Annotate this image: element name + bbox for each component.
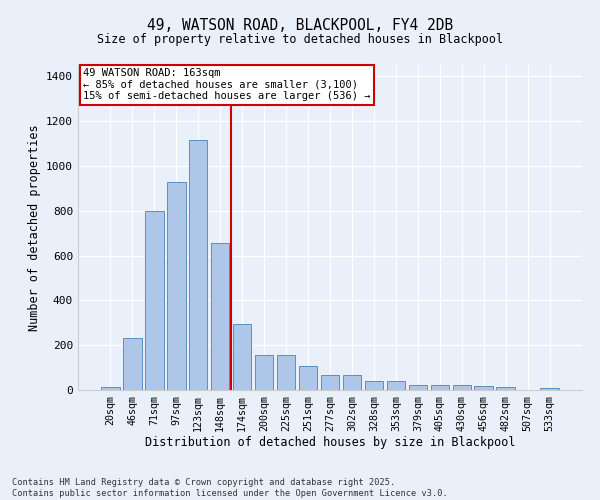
Bar: [101, 386, 119, 390]
Bar: [123, 338, 142, 390]
Bar: [299, 366, 317, 390]
Text: Size of property relative to detached houses in Blackpool: Size of property relative to detached ho…: [97, 32, 503, 46]
Bar: [431, 385, 449, 390]
Y-axis label: Number of detached properties: Number of detached properties: [28, 124, 41, 331]
Bar: [452, 385, 471, 390]
Bar: [365, 382, 383, 390]
Bar: [343, 375, 361, 390]
Bar: [409, 385, 427, 390]
Bar: [167, 182, 185, 390]
Text: Contains HM Land Registry data © Crown copyright and database right 2025.
Contai: Contains HM Land Registry data © Crown c…: [12, 478, 448, 498]
Bar: [386, 382, 405, 390]
Bar: [475, 386, 493, 390]
Bar: [255, 356, 274, 390]
Bar: [541, 388, 559, 390]
Bar: [189, 140, 208, 390]
Bar: [320, 375, 340, 390]
Bar: [145, 210, 164, 390]
Text: 49 WATSON ROAD: 163sqm
← 85% of detached houses are smaller (3,100)
15% of semi-: 49 WATSON ROAD: 163sqm ← 85% of detached…: [83, 68, 371, 102]
X-axis label: Distribution of detached houses by size in Blackpool: Distribution of detached houses by size …: [145, 436, 515, 450]
Bar: [233, 324, 251, 390]
Bar: [211, 243, 229, 390]
Bar: [277, 356, 295, 390]
Bar: [496, 386, 515, 390]
Text: 49, WATSON ROAD, BLACKPOOL, FY4 2DB: 49, WATSON ROAD, BLACKPOOL, FY4 2DB: [147, 18, 453, 32]
